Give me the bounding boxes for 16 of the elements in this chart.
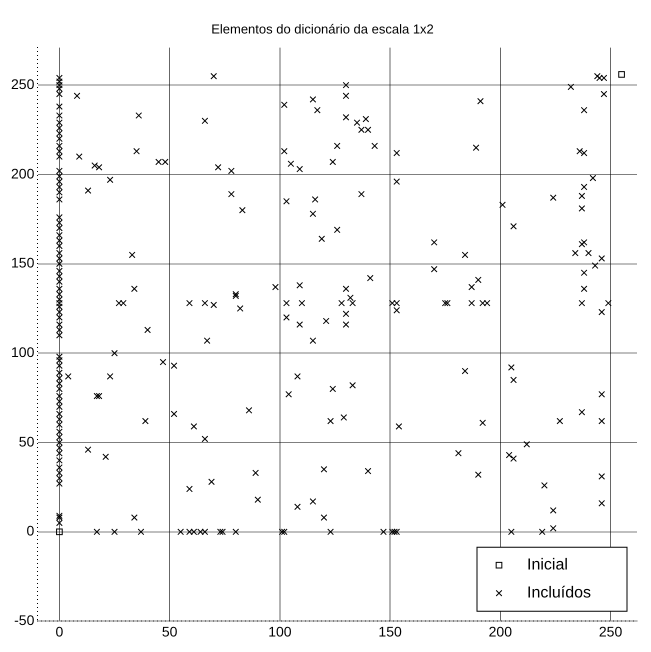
x-tick-label: 200 xyxy=(488,623,512,640)
x-tick-label: 250 xyxy=(598,623,622,640)
x-tick-label: 0 xyxy=(56,623,64,640)
chart-title: Elementos do dicionário da escala 1x2 xyxy=(211,21,434,36)
x-tick-label: 150 xyxy=(378,623,402,640)
y-tick-label: 200 xyxy=(11,165,35,182)
legend-label: Inicial xyxy=(527,556,568,574)
y-tick-label: 100 xyxy=(11,344,35,360)
x-tick-label: 50 xyxy=(162,623,178,640)
y-tick-label: 0 xyxy=(26,522,35,539)
y-tick-label: -50 xyxy=(14,612,35,628)
y-tick-label: 150 xyxy=(11,254,35,271)
y-tick-label: 50 xyxy=(18,433,35,450)
x-tick-label: 100 xyxy=(268,623,292,640)
y-tick-label: 250 xyxy=(11,76,35,92)
legend-label: Incluídos xyxy=(527,584,592,602)
